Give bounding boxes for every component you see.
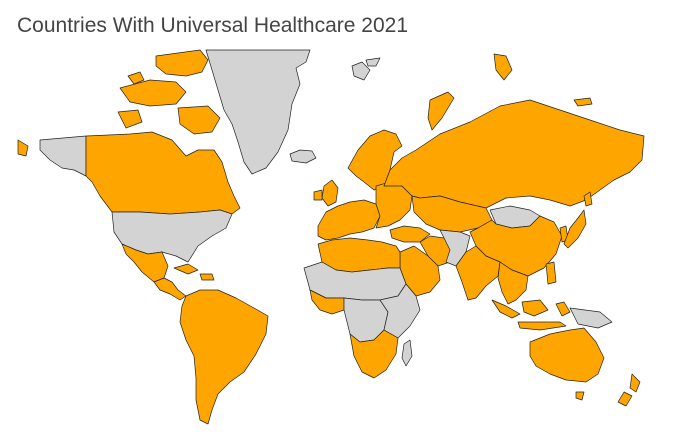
canada-region: [85, 131, 241, 215]
indonesia-philippines-region: [555, 301, 571, 317]
west-africa-region: [309, 289, 345, 315]
canadian-arctic-islands-region: [119, 79, 187, 107]
southern-africa-region: [349, 329, 399, 379]
novaya-zemlya-region: [493, 53, 513, 81]
canadian-arctic-islands-region: [17, 139, 29, 157]
ireland-region: [313, 189, 323, 201]
canadian-arctic-islands-region: [117, 109, 143, 129]
central-america-region: [153, 277, 187, 301]
caribbean-region: [173, 263, 199, 275]
australia-region: [575, 391, 585, 401]
papua-new-guinea-region: [569, 307, 613, 329]
indonesia-philippines-region: [521, 299, 549, 317]
southeast-asia-region: [497, 261, 529, 305]
novaya-zemlya-region: [427, 91, 455, 131]
australia-region: [529, 327, 605, 383]
new-zealand-region: [617, 391, 633, 407]
madagascar-region: [401, 339, 413, 367]
india-region: [455, 245, 501, 301]
indonesia-philippines-region: [491, 299, 521, 319]
alaska-region: [39, 135, 87, 177]
western-europe-region: [317, 199, 381, 241]
caribbean-region: [199, 273, 215, 281]
map-title: Countries With Universal Healthcare 2021: [17, 14, 409, 37]
east-africa-region: [379, 283, 421, 339]
svalbard-region: [365, 57, 381, 67]
canadian-arctic-islands-region: [127, 71, 145, 85]
iceland-region: [289, 149, 317, 164]
japan-region: [583, 191, 593, 207]
indonesia-philippines-region: [517, 321, 567, 331]
japan-region: [563, 209, 587, 249]
svalbard-region: [351, 61, 371, 81]
scandinavia-region: [347, 129, 403, 191]
greenland-region: [205, 49, 311, 175]
canadian-arctic-islands-region: [177, 105, 221, 135]
south-america-region: [179, 289, 269, 425]
russia-region: [383, 99, 645, 209]
novaya-zemlya-region: [573, 97, 593, 107]
turkey-region: [389, 225, 431, 243]
canadian-arctic-islands-region: [155, 49, 209, 77]
indonesia-philippines-region: [545, 261, 557, 285]
new-zealand-region: [629, 373, 641, 393]
united-kingdom-region: [321, 179, 339, 207]
